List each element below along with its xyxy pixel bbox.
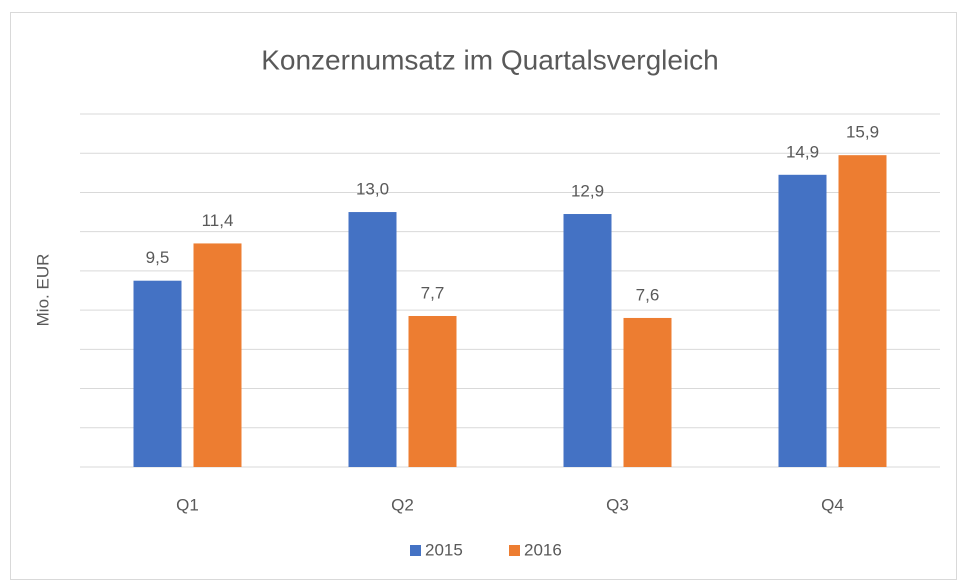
bar: [408, 315, 457, 467]
bar: [778, 174, 827, 468]
legend-label: 2016: [524, 540, 562, 559]
data-label: 7,6: [636, 285, 660, 304]
bar: [563, 214, 612, 467]
legend-swatch: [410, 545, 421, 556]
data-label: 7,7: [421, 283, 445, 302]
data-label: 14,9: [786, 142, 819, 161]
y-axis-label: Mio. EUR: [33, 254, 52, 327]
data-label: 12,9: [571, 182, 604, 201]
x-tick-label: Q1: [176, 495, 199, 514]
data-label: 13,0: [356, 180, 389, 199]
x-tick-label: Q3: [606, 495, 629, 514]
legend-label: 2015: [425, 540, 463, 559]
bar: [838, 155, 887, 467]
bar: [623, 317, 672, 467]
bar: [348, 212, 397, 467]
legend-swatch: [509, 545, 520, 556]
bar: [133, 280, 182, 467]
data-label: 11,4: [202, 211, 234, 230]
data-label: 9,5: [146, 248, 170, 267]
x-tick-label: Q2: [391, 495, 414, 514]
chart-title: Konzernumsatz im Quartalsvergleich: [261, 44, 719, 75]
data-label: 15,9: [846, 123, 879, 142]
bar: [193, 243, 242, 467]
x-tick-label: Q4: [821, 495, 844, 514]
